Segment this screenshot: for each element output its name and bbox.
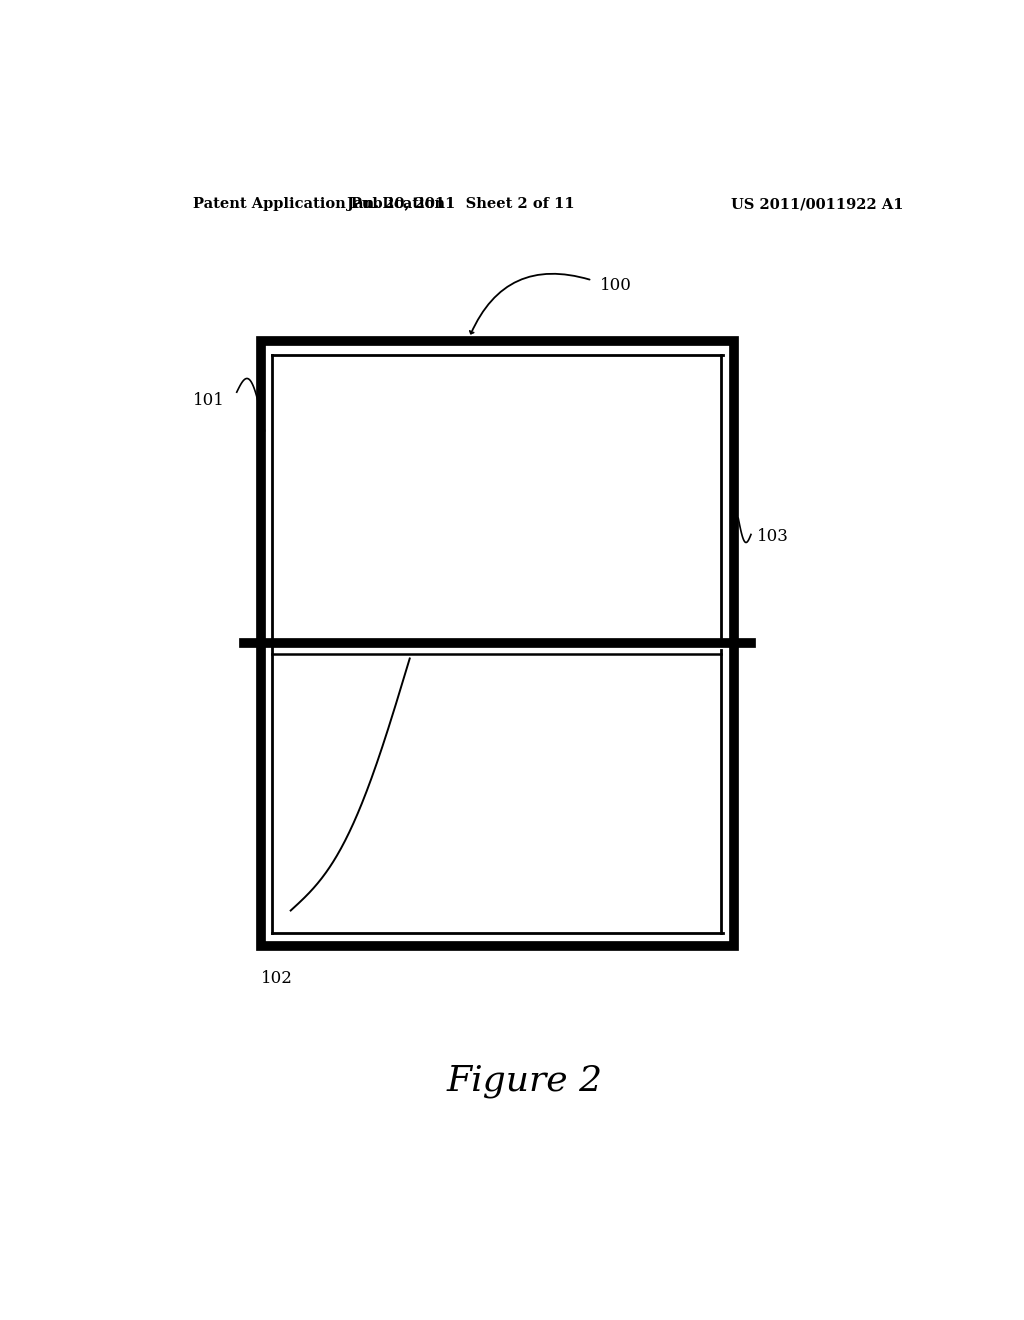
Bar bbox=[261, 342, 733, 946]
Text: Jan. 20, 2011  Sheet 2 of 11: Jan. 20, 2011 Sheet 2 of 11 bbox=[347, 197, 575, 211]
Text: 103: 103 bbox=[758, 528, 790, 545]
Text: 102: 102 bbox=[261, 970, 293, 987]
Text: 101: 101 bbox=[194, 392, 225, 409]
Text: Patent Application Publication: Patent Application Publication bbox=[194, 197, 445, 211]
Text: 100: 100 bbox=[600, 277, 632, 294]
Text: US 2011/0011922 A1: US 2011/0011922 A1 bbox=[731, 197, 903, 211]
Text: Figure 2: Figure 2 bbox=[446, 1064, 603, 1098]
